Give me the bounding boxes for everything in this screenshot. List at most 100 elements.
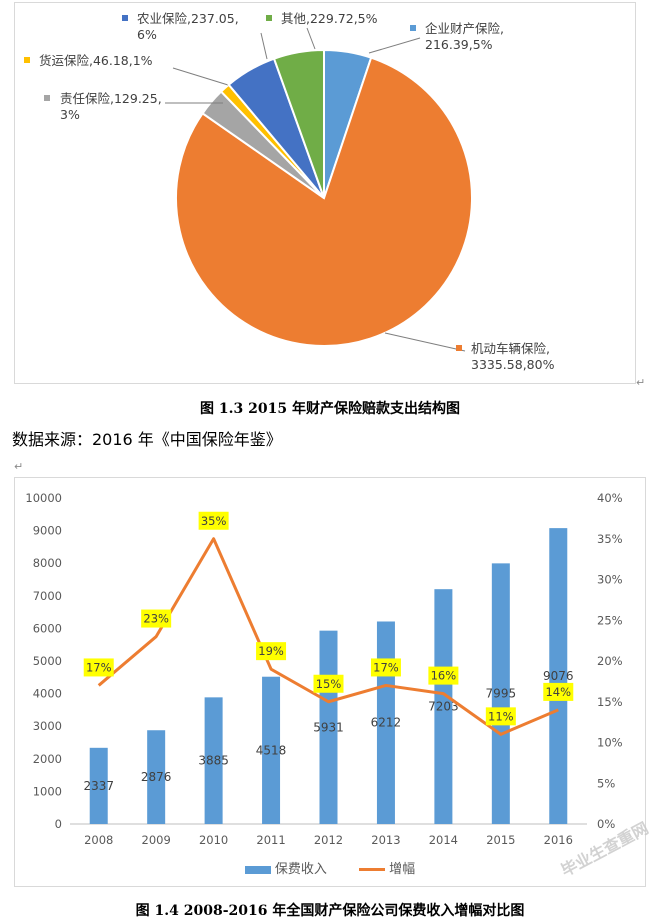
bar-value-label: 5931: [313, 720, 344, 734]
y-left-tick-label: 6000: [33, 621, 62, 635]
x-tick-label: 2015: [486, 833, 515, 847]
growth-label-highlight: [256, 642, 287, 661]
bar-2010: [204, 697, 223, 824]
growth-label-highlight: [543, 682, 574, 701]
y-left-tick-label: 10000: [25, 491, 62, 505]
growth-data-label: 16%: [431, 669, 457, 683]
growth-label-highlight: [485, 707, 516, 726]
growth-data-label: 35%: [201, 514, 227, 528]
pie-label-marker: [122, 15, 128, 21]
legend-label-growth: 增幅: [389, 862, 416, 877]
data-source-note: 数据来源：2016 年《中国保险年鉴》: [12, 430, 282, 449]
x-tick-label: 2008: [84, 833, 113, 847]
bar-line-chart-frame: 0 1000 2000 3000 4000 5000 6000 7000 8000 9000 100…: [14, 477, 646, 887]
pie-label-marker: [24, 57, 30, 63]
growth-line: [97, 537, 559, 736]
bar-value-label: 7995: [486, 687, 517, 701]
pie-slice-5: [272, 48, 325, 199]
legend-swatch-line: [359, 868, 386, 871]
growth-data-label: 15%: [316, 677, 342, 691]
growth-label-highlight: [198, 511, 229, 530]
bar-value-label: 2876: [141, 770, 172, 784]
bar-2009: [147, 730, 166, 824]
y-right-tick-label: 0%: [597, 817, 615, 831]
pie-data-label: 企业财产保险,: [425, 21, 504, 36]
pie-chart-caption: 图 1.3 2015 年财产保险赔款支出结构图: [200, 401, 460, 417]
paragraph-mark: ↵: [14, 460, 24, 473]
legend-item-growth: 增幅: [359, 858, 415, 877]
y-left-tick-label: 9000: [33, 524, 62, 538]
pie-chart-frame: 企业财产保险, 216.39,5% 机动车辆保险, 3335.58,80% 责任保险,1…: [14, 2, 636, 384]
pie-label-marker: [266, 15, 272, 21]
bar-value-label: 2337: [83, 779, 114, 793]
y-right-tick-label: 30%: [597, 573, 623, 587]
pie-data-label: 货运保险,46.18,1%: [39, 53, 153, 68]
x-tick-label: 2009: [142, 833, 171, 847]
y-right-tick-label: 25%: [597, 613, 623, 627]
growth-data-label: 17%: [86, 660, 112, 674]
y-right-tick-label: 20%: [597, 654, 623, 668]
y-left-tick-label: 3000: [33, 719, 62, 733]
x-tick-label: 2012: [314, 833, 343, 847]
bar-value-label: 6212: [371, 716, 402, 730]
pie-label-marker: [410, 25, 416, 31]
y-right-tick-label: 40%: [597, 491, 623, 505]
y-left-tick-label: 8000: [33, 556, 62, 570]
paragraph-mark: ↵: [636, 376, 646, 389]
pie-label-marker: [456, 345, 462, 351]
y-left-tick-label: 4000: [33, 687, 62, 701]
legend-swatch-bar: [244, 865, 271, 874]
legend-item-premium: 保费收入: [244, 858, 327, 877]
pie-data-label: 机动车辆保险,: [471, 341, 550, 356]
x-tick-label: 2014: [429, 833, 458, 847]
bar-value-label: 4518: [256, 743, 287, 757]
x-tick-label: 2016: [544, 833, 573, 847]
y-right-tick-label: 15%: [597, 695, 623, 709]
y-left-tick-label: 5000: [33, 654, 62, 668]
growth-label-highlight: [141, 609, 172, 628]
pie-data-label: 3%: [60, 107, 80, 122]
pie-leader-line: [384, 332, 466, 352]
growth-data-label: 23%: [143, 612, 169, 626]
legend-label-premium: 保费收入: [274, 862, 327, 877]
x-tick-label: 2010: [199, 833, 228, 847]
bar-2014: [434, 589, 453, 824]
y-left-tick-label: 2000: [33, 752, 62, 766]
growth-label-highlight: [428, 666, 459, 685]
bar-chart-caption: 图 1.4 2008-2016 年全国财产保险公司保费收入增幅对比图: [135, 903, 525, 919]
bar-value-label: 9076: [543, 669, 574, 683]
bar-2008: [89, 747, 108, 824]
pie-chart: 企业财产保险,216.39,5% 机动车辆保险,3335.58,80% 责任保险,1…: [24, 11, 555, 372]
bar-2011: [262, 676, 281, 824]
pie-label-marker: [44, 95, 50, 101]
bar-2016: [549, 528, 568, 824]
growth-data-label: 14%: [545, 685, 571, 699]
pie-data-label: 6%: [137, 27, 157, 42]
x-tick-label: 2013: [371, 833, 400, 847]
bar-value-label: 3885: [198, 754, 229, 768]
x-tick-label: 2011: [256, 833, 285, 847]
growth-data-label: 11%: [488, 709, 514, 723]
y-left-tick-label: 0: [55, 817, 62, 831]
bar-value-label: 7203: [428, 700, 459, 714]
growth-label-highlight: [313, 674, 344, 693]
pie-slice-1: [175, 56, 473, 347]
y-left-tick-label: 1000: [33, 784, 62, 798]
pie-leader-line: [368, 37, 421, 54]
y-left-tick-label: 7000: [33, 589, 62, 603]
growth-data-label: 19%: [258, 644, 284, 658]
y-right-tick-label: 35%: [597, 532, 623, 546]
chart-legend: 保费收入 增幅: [15, 858, 645, 877]
pie-data-label: 3335.58,80%: [471, 357, 555, 372]
pie-leader-line: [306, 27, 316, 50]
bar-line-chart: 0 1000 2000 3000 4000 5000 6000 7000 8000 9000 100…: [25, 491, 623, 847]
growth-data-label: 17%: [373, 660, 399, 674]
pie-leader-line: [260, 32, 268, 60]
pie-data-label: 其他,229.72,5%: [281, 11, 378, 26]
bar-2015: [491, 563, 510, 824]
y-right-tick-label: 10%: [597, 736, 623, 750]
growth-label-highlight: [83, 658, 114, 677]
pie-data-label: 216.39,5%: [425, 37, 493, 52]
y-right-tick-label: 5%: [597, 776, 615, 790]
growth-label-highlight: [370, 658, 401, 677]
